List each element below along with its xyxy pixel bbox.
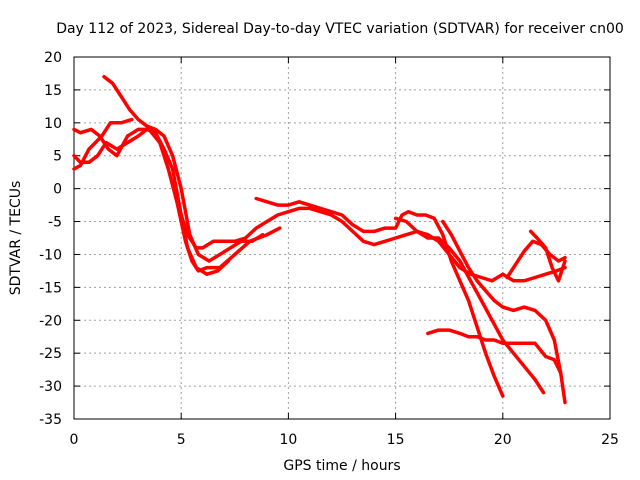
plot-frame <box>73 56 611 420</box>
y-tick-label: -20 <box>39 313 62 329</box>
series-arc-1 <box>72 127 282 273</box>
grid <box>74 57 610 419</box>
y-tick-label: 0 <box>53 182 62 198</box>
x-tick-label: 20 <box>494 432 512 448</box>
y-tick-label: -25 <box>39 346 62 362</box>
x-tick-label: 25 <box>601 432 619 448</box>
series-arc-2 <box>72 127 231 276</box>
series-arc-6 <box>254 196 505 398</box>
y-tick-label: -30 <box>39 379 62 395</box>
series-group <box>72 74 567 405</box>
series-arc-9 <box>426 328 563 375</box>
x-axis-title: GPS time / hours <box>283 458 400 474</box>
y-tick-label: -10 <box>39 247 62 263</box>
series-arc-5 <box>179 206 567 283</box>
chart-title: Day 112 of 2023, Sidereal Day-to-day VTE… <box>56 21 624 37</box>
y-tick-label: -35 <box>39 412 62 428</box>
y-axis-title: SDTVAR / TECUs <box>8 181 24 296</box>
series-arc-10 <box>505 239 567 280</box>
axis-ticks: 0 5 10 15 20 25 -35 -30 -25 -20 -15 -10 -5 0 5 10 15 20 <box>39 50 619 448</box>
y-tick-label: 5 <box>53 149 62 165</box>
y-tick-label: -5 <box>48 215 62 231</box>
series-arc-11 <box>528 229 567 283</box>
x-tick-label: 15 <box>387 432 405 448</box>
series-arc-8 <box>441 219 567 405</box>
series-arc-7 <box>393 216 546 395</box>
series-arc-4 <box>102 74 265 263</box>
x-tick-label: 0 <box>70 432 79 448</box>
y-tick-label: 15 <box>44 83 62 99</box>
y-tick-label: 20 <box>44 50 62 66</box>
y-tick-label: 10 <box>44 116 62 132</box>
y-tick-label: -15 <box>39 280 62 296</box>
x-tick-label: 10 <box>279 432 297 448</box>
series-arc-3 <box>72 117 134 171</box>
x-tick-label: 5 <box>177 432 186 448</box>
